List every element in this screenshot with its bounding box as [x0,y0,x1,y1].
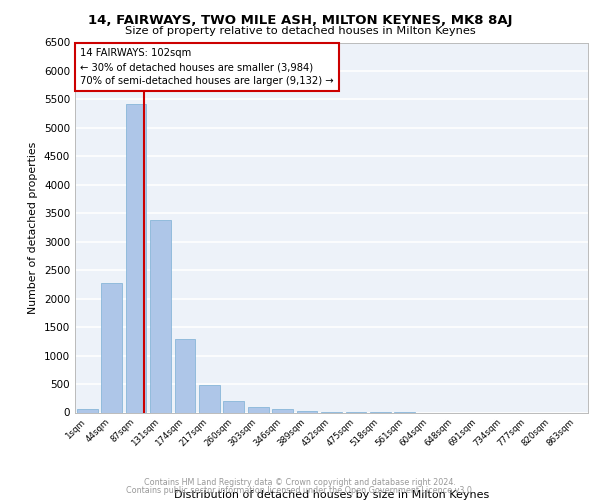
Bar [272,408,293,412]
Bar [125,104,146,412]
Text: Contains public sector information licensed under the Open Government Licence v3: Contains public sector information licen… [126,486,474,495]
X-axis label: Distribution of detached houses by size in Milton Keynes: Distribution of detached houses by size … [174,490,489,500]
Bar [199,385,220,412]
Text: 14, FAIRWAYS, TWO MILE ASH, MILTON KEYNES, MK8 8AJ: 14, FAIRWAYS, TWO MILE ASH, MILTON KEYNE… [88,14,512,27]
Text: 14 FAIRWAYS: 102sqm
← 30% of detached houses are smaller (3,984)
70% of semi-det: 14 FAIRWAYS: 102sqm ← 30% of detached ho… [80,48,334,86]
Bar [101,284,122,412]
Bar [248,407,269,412]
Bar [175,339,196,412]
Text: Size of property relative to detached houses in Milton Keynes: Size of property relative to detached ho… [125,26,475,36]
Bar [223,402,244,412]
Text: Contains HM Land Registry data © Crown copyright and database right 2024.: Contains HM Land Registry data © Crown c… [144,478,456,487]
Bar [296,411,317,412]
Bar [77,408,98,412]
Y-axis label: Number of detached properties: Number of detached properties [28,142,38,314]
Bar [150,220,171,412]
